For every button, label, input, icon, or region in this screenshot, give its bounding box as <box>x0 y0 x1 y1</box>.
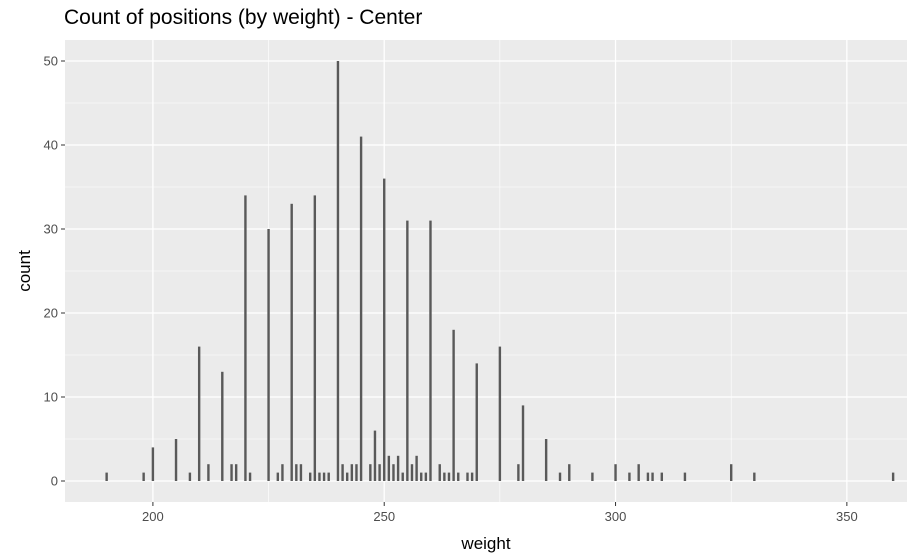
bar <box>281 464 284 481</box>
bar <box>392 464 395 481</box>
bar <box>406 220 409 481</box>
bar <box>517 464 520 481</box>
bar <box>295 464 298 481</box>
bar <box>396 455 400 481</box>
bar <box>387 455 391 481</box>
bar <box>452 329 455 481</box>
y-tick-label: 0 <box>51 474 58 489</box>
bar <box>891 472 895 481</box>
y-tick-label: 30 <box>44 222 58 237</box>
bar <box>174 439 178 481</box>
bar <box>318 472 321 481</box>
bar <box>346 472 349 481</box>
bar <box>359 136 363 481</box>
bar <box>628 472 631 481</box>
bar <box>753 472 756 481</box>
bar <box>410 464 414 481</box>
y-tick-label: 40 <box>44 138 58 153</box>
bar <box>341 464 344 481</box>
bar <box>234 464 238 481</box>
x-tick-label: 300 <box>605 509 627 524</box>
y-tick-label: 20 <box>44 306 58 321</box>
bars <box>105 61 895 482</box>
bar <box>429 220 432 481</box>
bar <box>443 472 446 481</box>
bar <box>378 464 381 481</box>
x-axis-ticks: 200 250 300 350 <box>142 502 858 524</box>
bar <box>188 472 192 481</box>
bar <box>355 464 358 481</box>
y-tick-label: 50 <box>44 54 58 69</box>
bar <box>336 61 340 481</box>
bar <box>142 472 145 481</box>
bar <box>350 464 354 481</box>
chart-title: Count of positions (by weight) - Center <box>64 6 423 29</box>
bar <box>637 464 640 481</box>
bar <box>591 472 594 481</box>
bar <box>299 464 303 481</box>
bar <box>369 464 372 481</box>
x-tick-label: 200 <box>142 509 164 524</box>
bar <box>322 472 326 481</box>
bar <box>683 472 687 481</box>
bar <box>438 464 441 481</box>
y-axis-label: count <box>15 250 34 292</box>
bar <box>729 464 733 481</box>
bar <box>544 439 548 481</box>
bar <box>415 455 418 481</box>
bar <box>424 472 428 481</box>
bar <box>568 464 571 481</box>
bar <box>447 472 451 481</box>
x-axis-label: weight <box>460 534 510 553</box>
bar <box>646 472 650 481</box>
bar <box>420 472 423 481</box>
bar <box>151 447 155 481</box>
bar <box>267 229 270 481</box>
bar <box>521 405 525 481</box>
bar <box>373 430 377 481</box>
bar <box>401 472 404 481</box>
bar <box>276 472 280 481</box>
bar <box>475 363 478 481</box>
bar <box>105 472 108 481</box>
y-axis-ticks: 0 10 20 30 40 50 <box>44 54 65 489</box>
bar <box>313 195 317 481</box>
bar <box>308 472 312 481</box>
y-tick-label: 10 <box>44 390 58 405</box>
bar <box>221 371 224 481</box>
bar <box>207 464 210 481</box>
bar <box>290 203 293 482</box>
bar <box>651 472 654 481</box>
bar <box>248 472 252 481</box>
x-tick-label: 250 <box>373 509 395 524</box>
bar <box>558 472 562 481</box>
x-tick-label: 350 <box>836 509 858 524</box>
bar <box>466 472 469 481</box>
bar <box>327 472 330 481</box>
bar <box>230 464 233 481</box>
bar <box>383 178 386 481</box>
bar <box>660 472 664 481</box>
bar <box>244 195 247 481</box>
bar <box>498 346 502 481</box>
bar <box>614 464 617 481</box>
bar <box>457 472 460 481</box>
bar <box>470 472 474 481</box>
bar <box>197 346 201 481</box>
